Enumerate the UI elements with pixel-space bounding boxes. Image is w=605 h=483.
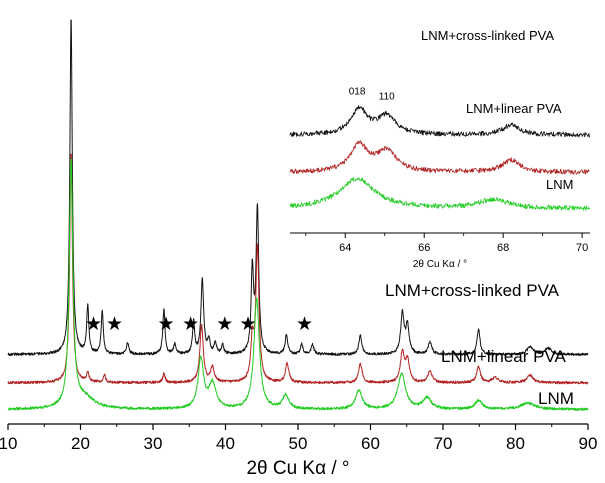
inset-label-cross-linked: LNM+cross-linked PVA <box>421 28 554 43</box>
star-marker: ★ <box>158 314 175 335</box>
inset-series-line-0 <box>289 177 591 211</box>
inset-x-tick-label: 70 <box>576 242 588 254</box>
main-x-tick-label: 90 <box>579 434 598 453</box>
main-label-cross-linked: LNM+cross-linked PVA <box>385 281 560 300</box>
inset-series-line-1 <box>289 140 591 175</box>
inset-label-linear: LNM+linear PVA <box>466 101 562 116</box>
main-x-tick-label: 80 <box>506 434 525 453</box>
main-label-linear: LNM+linear PVA <box>441 347 567 366</box>
star-marker: ★ <box>106 314 123 335</box>
inset-peak-label: 110 <box>379 91 395 102</box>
inset-xrd-chart: 64 66 68 70 2θ Cu Kα / ° 018 110 LNM+cross-l… <box>287 3 591 270</box>
main-series-line-0 <box>7 159 589 411</box>
inset-series-line-2 <box>289 105 591 138</box>
star-marker: ★ <box>85 314 102 335</box>
main-x-tick-label: 10 <box>0 434 17 453</box>
inset-x-tick-label: 68 <box>497 242 509 254</box>
main-series-line-1 <box>7 153 589 385</box>
star-marker: ★ <box>239 314 256 335</box>
main-x-tick-label: 30 <box>144 434 163 453</box>
inset-x-axis-label: 2θ Cu Kα / ° <box>413 259 467 270</box>
main-x-tick-label: 50 <box>289 434 308 453</box>
inset-peak-label: 018 <box>349 86 366 97</box>
inset-background <box>287 3 590 235</box>
inset-peak-labels: 018 110 <box>349 86 395 102</box>
main-x-tick-label: 40 <box>216 434 235 453</box>
main-x-tick-label: 70 <box>434 434 453 453</box>
inset-x-ticks: 64 66 68 70 <box>305 233 588 254</box>
main-x-ticks: 10 20 30 40 50 60 70 80 90 <box>0 424 597 453</box>
star-marker: ★ <box>216 314 233 335</box>
main-series-group <box>7 19 589 411</box>
main-xrd-chart: ★ ★ ★ ★ ★ ★ ★ 10 20 30 40 50 60 70 80 90 2θ Cu Kα / ° … <box>0 19 597 479</box>
star-markers: ★ ★ ★ ★ ★ ★ ★ <box>85 314 313 335</box>
star-marker: ★ <box>296 314 313 335</box>
main-series-line-2 <box>7 19 589 356</box>
inset-label-lnm: LNM <box>546 177 573 192</box>
main-x-tick-label: 60 <box>361 434 380 453</box>
inset-x-tick-label: 64 <box>339 242 351 254</box>
main-x-axis-label: 2θ Cu Kα / ° <box>246 458 349 479</box>
main-label-lnm: LNM <box>538 389 574 408</box>
inset-series-group <box>289 105 591 211</box>
main-x-tick-label: 20 <box>71 434 90 453</box>
inset-x-tick-label: 66 <box>418 242 430 254</box>
star-marker: ★ <box>182 314 199 335</box>
